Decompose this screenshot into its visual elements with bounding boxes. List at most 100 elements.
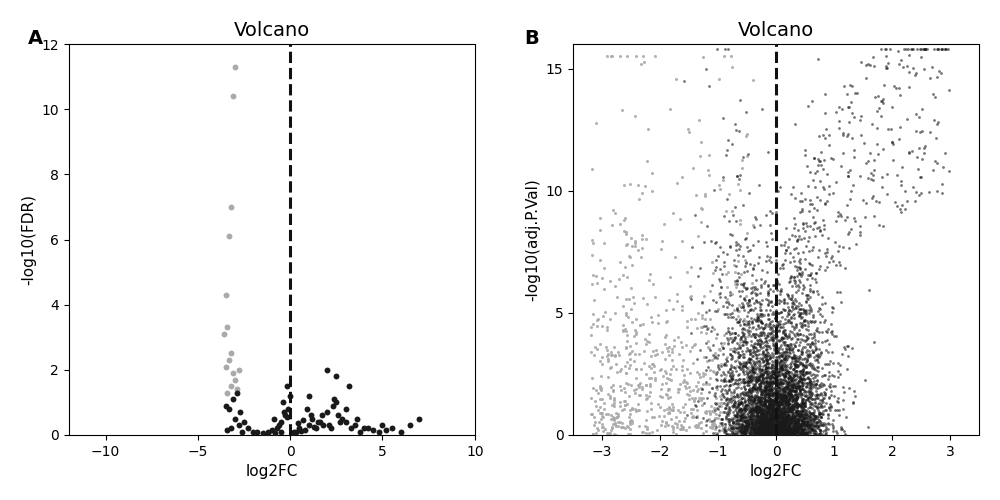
- Point: [744, 406, 760, 414]
- Point: [756, 380, 772, 388]
- Point: [718, 402, 734, 409]
- Point: [727, 412, 743, 420]
- Point: [763, 354, 779, 362]
- Point: [791, 411, 807, 419]
- Point: [763, 418, 779, 426]
- Point: [719, 399, 735, 407]
- Point: [746, 430, 762, 438]
- Point: [799, 410, 815, 418]
- Point: [812, 417, 828, 425]
- Point: [773, 362, 789, 370]
- Point: [767, 397, 783, 405]
- Point: [762, 384, 778, 392]
- Point: [816, 388, 832, 396]
- Point: [607, 420, 623, 428]
- Point: [764, 414, 780, 422]
- Point: [761, 380, 777, 388]
- Point: [820, 234, 836, 241]
- Point: [708, 410, 724, 418]
- Point: [754, 370, 770, 378]
- Point: [672, 214, 688, 222]
- Point: [691, 418, 707, 426]
- Point: [789, 402, 805, 410]
- Point: [780, 412, 796, 420]
- Point: [806, 377, 822, 385]
- Point: [608, 422, 624, 430]
- Point: [822, 384, 838, 392]
- Point: [792, 264, 808, 272]
- Point: [794, 426, 810, 434]
- Point: [804, 339, 820, 347]
- Point: [686, 396, 702, 404]
- Point: [774, 402, 790, 409]
- Point: [723, 388, 739, 396]
- Point: [617, 262, 633, 270]
- Point: [846, 153, 862, 161]
- Point: [714, 426, 730, 434]
- Point: [775, 416, 791, 424]
- Point: [785, 401, 801, 409]
- Point: [740, 378, 756, 386]
- Point: [617, 424, 633, 432]
- Point: [783, 424, 799, 432]
- Point: [782, 394, 798, 402]
- Point: [795, 421, 811, 429]
- Point: [639, 300, 655, 308]
- Point: [664, 348, 680, 356]
- Point: [634, 428, 650, 436]
- Point: [819, 197, 835, 205]
- Point: [756, 404, 772, 412]
- Point: [760, 367, 776, 375]
- Point: [626, 332, 642, 340]
- Point: [781, 404, 797, 411]
- Point: [783, 388, 799, 396]
- Point: [616, 182, 632, 190]
- Point: [763, 386, 779, 394]
- Point: [683, 292, 699, 300]
- Point: [802, 410, 818, 418]
- Point: [776, 423, 792, 431]
- Point: [763, 297, 779, 305]
- Point: [778, 430, 794, 438]
- Point: [760, 411, 776, 419]
- Point: [754, 394, 770, 402]
- Point: [783, 387, 799, 395]
- Point: [781, 400, 797, 407]
- Point: [731, 400, 747, 408]
- Point: [777, 354, 793, 362]
- Point: [762, 427, 778, 435]
- Point: [726, 392, 742, 400]
- Point: [750, 418, 766, 426]
- Point: [732, 344, 748, 352]
- Point: [770, 390, 786, 398]
- Point: [719, 283, 735, 291]
- Point: [808, 418, 824, 426]
- Point: [749, 392, 765, 400]
- Point: [783, 430, 799, 438]
- Point: [758, 430, 774, 438]
- Point: [654, 348, 670, 356]
- Point: [762, 395, 778, 403]
- Point: [637, 422, 653, 430]
- Point: [817, 360, 833, 368]
- Point: [740, 394, 756, 402]
- Point: [761, 392, 777, 400]
- Point: [639, 337, 655, 345]
- Point: [743, 408, 759, 416]
- Point: [727, 402, 743, 409]
- Point: [762, 399, 778, 407]
- Point: [732, 352, 748, 360]
- Point: [776, 338, 792, 346]
- Point: [772, 412, 788, 420]
- Point: [736, 425, 752, 433]
- Point: [765, 420, 781, 428]
- Point: [786, 414, 802, 422]
- Point: [753, 316, 769, 324]
- Point: [765, 423, 781, 431]
- Point: [619, 331, 635, 339]
- Point: [724, 424, 740, 432]
- Point: [783, 376, 799, 384]
- Point: [785, 344, 801, 352]
- Point: [227, 63, 243, 71]
- Point: [787, 358, 803, 366]
